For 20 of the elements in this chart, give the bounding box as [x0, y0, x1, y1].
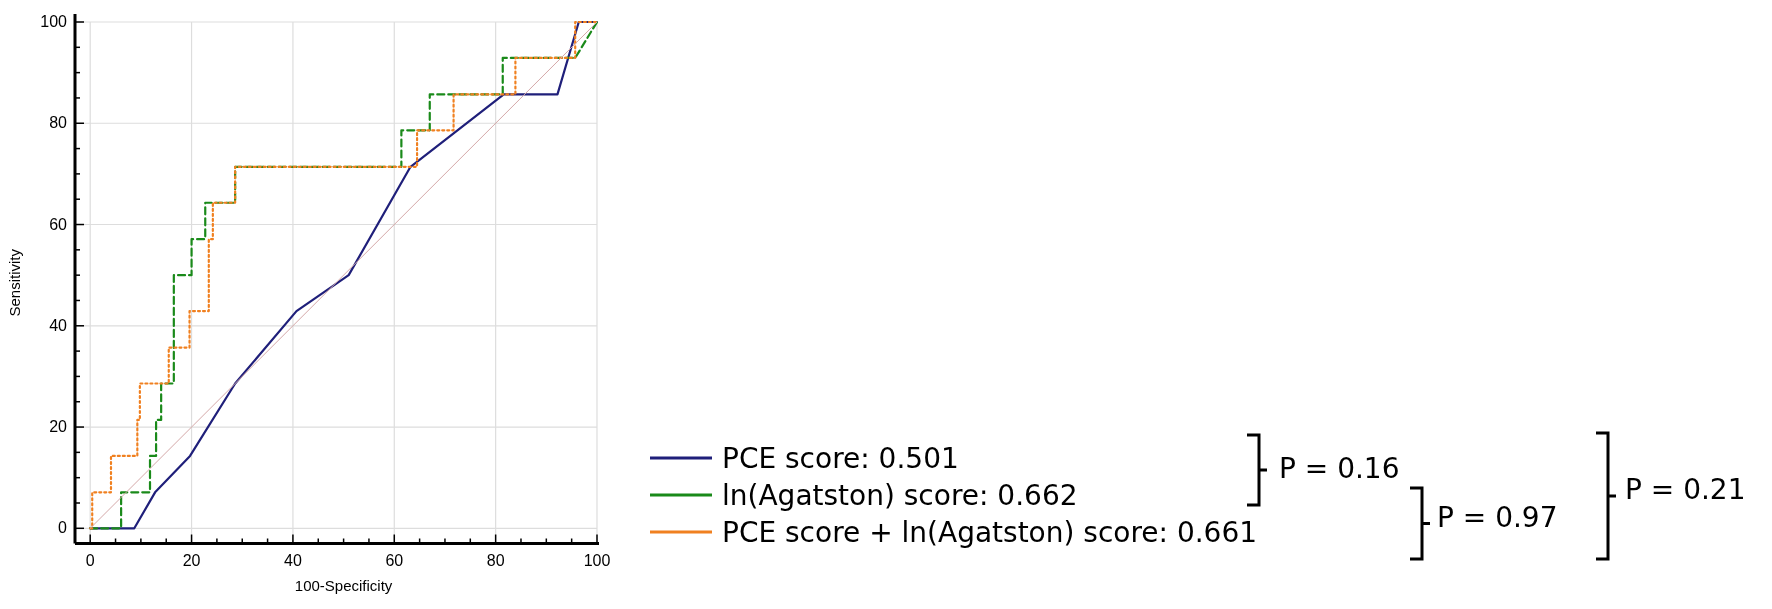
legend-label: ln(Agatston) score: 0.662 [722, 479, 1078, 512]
y-tick-label: 0 [58, 519, 68, 537]
y-tick-label: 80 [49, 114, 68, 132]
y-tick-label: 20 [49, 418, 68, 436]
text: P = 0.16 [1279, 452, 1400, 485]
legend-label: PCE score: 0.501 [722, 442, 959, 475]
y-tick-label: 60 [49, 215, 68, 233]
x-tick-label: 60 [385, 551, 404, 569]
x-tick-label: 80 [486, 551, 505, 569]
text: P = 0.21 [1625, 473, 1746, 506]
x-tick-label: 40 [284, 551, 302, 569]
x-tick-label: 0 [85, 551, 95, 569]
y-axis-title: Sensitivity [6, 248, 23, 317]
y-tick-label: 40 [49, 316, 68, 334]
y-tick-label: 100 [40, 13, 68, 30]
text: P = 0.97 [1437, 501, 1558, 534]
x-tick-label: 20 [182, 551, 201, 569]
x-tick-label: 100 [583, 551, 611, 569]
x-axis-title: 100-Specificity [294, 576, 393, 594]
legend-label: PCE score + ln(Agatston) score: 0.661 [722, 516, 1258, 549]
